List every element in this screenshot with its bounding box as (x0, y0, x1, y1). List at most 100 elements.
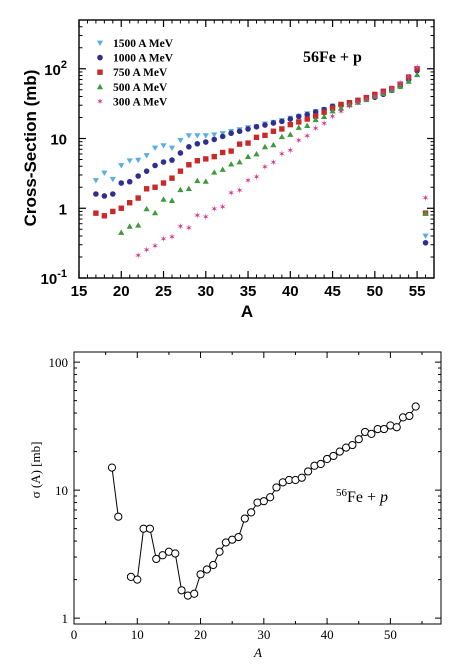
top-y-tick-label: 1 (59, 201, 67, 218)
top-data-point (245, 126, 251, 132)
bottom-data-point (209, 560, 218, 570)
top-data-point (228, 161, 235, 167)
top-data-point (304, 116, 310, 122)
bottom-y-axis-title: σ (A) [mb] (28, 442, 43, 499)
top-data-point (211, 132, 218, 138)
top-annotation-rest: Fe + p (319, 49, 362, 66)
top-data-point (194, 140, 201, 147)
bottom-data-point (114, 512, 123, 521)
top-data-point: ✶ (329, 113, 337, 123)
top-data-point (118, 180, 125, 186)
top-data-point (143, 153, 150, 159)
top-data-point (278, 133, 285, 140)
top-data-point (135, 173, 141, 179)
bottom-data-point (196, 570, 205, 579)
bottom-data-point (215, 547, 224, 556)
top-data-point (202, 178, 209, 184)
top-data-point (135, 157, 142, 164)
top-data-point (93, 210, 99, 216)
top-y-tick-label: 10-1 (41, 268, 67, 288)
top-data-point (126, 178, 133, 185)
top-data-point (312, 113, 319, 119)
top-data-point (346, 101, 353, 108)
top-data-point: ✶ (371, 93, 379, 103)
bottom-x-tick-label: 10 (131, 627, 144, 642)
top-annotation-nucleus: 56 (303, 49, 319, 66)
top-data-point: ✶ (227, 189, 235, 199)
bottom-chart: σ (A) [mb] A 56Fe + p 0 10 20 30 40 50 1 10 100 (28, 351, 442, 660)
top-data-point (262, 122, 268, 128)
bottom-y-tick-label: 1 (62, 611, 69, 626)
top-data-point (422, 239, 429, 246)
top-data-point (194, 158, 201, 164)
top-data-point: ✶ (160, 235, 168, 245)
top-data-point (338, 101, 344, 108)
top-data-point (177, 168, 184, 174)
bottom-data-point (392, 423, 401, 432)
top-data-point: ✶ (422, 194, 430, 204)
top-data-point (203, 156, 209, 162)
top-data-point: ✶ (380, 89, 388, 99)
top-data-point (371, 93, 378, 99)
bottom-plot-frame (73, 351, 442, 625)
bottom-data-point (133, 575, 142, 584)
top-data-point: ✶ (320, 119, 328, 129)
top-data-point: ✶ (354, 99, 362, 109)
top-data-point (337, 105, 345, 111)
top-data-point (219, 166, 226, 172)
top-data-point (287, 131, 294, 137)
top-data-point (219, 133, 226, 140)
top-data-point: ✶ (244, 176, 252, 186)
top-data-point: ✶ (143, 246, 151, 256)
top-data-point: ✶ (134, 252, 142, 262)
top-data-point (405, 78, 412, 84)
top-legend-label: 300 A MeV (113, 96, 168, 108)
top-data-point (329, 107, 336, 114)
top-legend-marker: ✶ (96, 97, 104, 107)
top-data-point (211, 136, 218, 143)
top-data-point (143, 168, 150, 174)
top-data-point (253, 150, 260, 157)
top-data-point: ✶ (312, 125, 320, 135)
top-series-4: ✶✶ ✶✶ ✶✶ ✶✶ ✶✶ ✶✶ ✶✶ ✶✶ ✶✶ ✶✶ ✶✶✶✶ ✶✶ ✶ ✶ ✶ ✶ ✶✶✶✶✶ (134, 64, 429, 262)
bottom-y-tick-label: 100 (49, 355, 69, 370)
top-data-point: ✶ (363, 96, 371, 106)
top-data-point: ✶ (287, 147, 295, 157)
bottom-data-point (354, 435, 363, 444)
top-chart: Cross-Section (mb) A 56Fe + p 15 20 25 30 35… (21, 19, 435, 321)
top-data-point: ✶ (413, 64, 421, 74)
top-data-point (295, 124, 302, 130)
top-data-point (186, 144, 192, 150)
bottom-annotation-rest: Fe + (347, 489, 380, 506)
bottom-data-point (297, 473, 306, 482)
top-legend-label: 500 A MeV (113, 82, 168, 94)
bottom-data-point (335, 447, 344, 456)
top-data-point (177, 186, 184, 193)
top-data-point (194, 133, 201, 139)
top-data-point (160, 196, 167, 202)
top-data-point (118, 163, 125, 169)
top-data-point (211, 169, 218, 175)
top-x-tick-label: 45 (324, 283, 341, 300)
top-data-point: ✶ (151, 242, 159, 252)
top-data-point (228, 130, 234, 137)
bottom-data-point (190, 589, 199, 598)
top-data-point (185, 133, 192, 139)
top-data-point (279, 126, 285, 132)
top-data-point: ✶ (177, 222, 185, 232)
bottom-data-point (234, 532, 243, 542)
top-data-point (363, 96, 370, 103)
top-legend-marker (97, 54, 103, 61)
top-data-point (414, 66, 420, 72)
bottom-data-point (240, 514, 249, 523)
top-data-point (211, 153, 217, 160)
top-data-point (295, 113, 302, 120)
bottom-data-point (348, 440, 357, 450)
top-data-point (253, 124, 260, 130)
bottom-data-point (266, 493, 275, 502)
top-data-point (126, 158, 133, 164)
bottom-data-point (171, 549, 180, 558)
top-data-point (312, 109, 319, 115)
top-y-axis-title: Cross-Section (mb) (21, 70, 40, 227)
top-data-point (135, 195, 141, 201)
